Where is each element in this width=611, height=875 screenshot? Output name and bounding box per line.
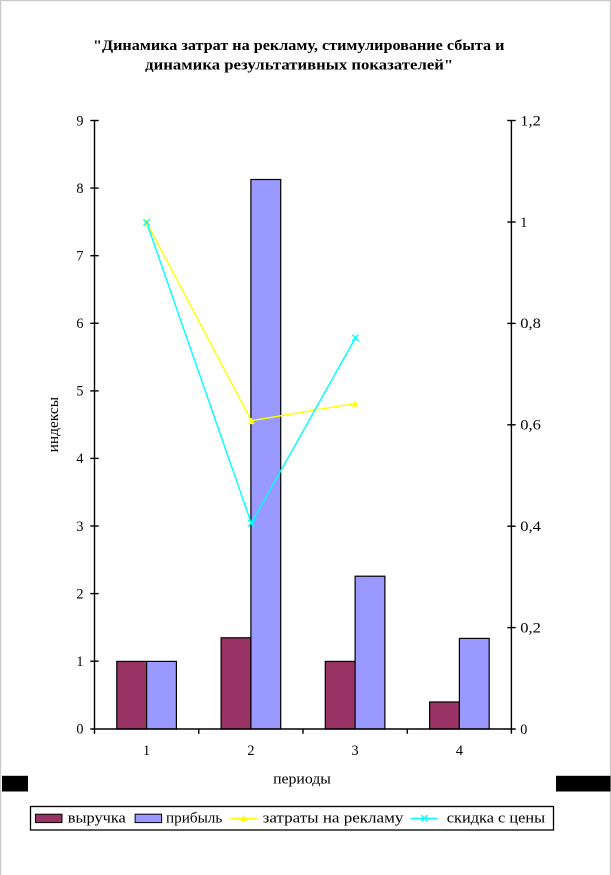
svg-text:8: 8 bbox=[76, 181, 83, 197]
svg-text:0,2: 0,2 bbox=[520, 620, 541, 636]
svg-text:5: 5 bbox=[76, 384, 83, 400]
svg-text:0,8: 0,8 bbox=[520, 316, 541, 332]
svg-text:"Динамика затрат на рекламу, с: "Динамика затрат на рекламу, стимулирова… bbox=[93, 38, 505, 54]
svg-text:0,6: 0,6 bbox=[520, 418, 541, 434]
svg-text:2: 2 bbox=[76, 586, 83, 602]
svg-text:динамика результативных показа: динамика результативных показателей" bbox=[145, 58, 453, 74]
svg-text:2: 2 bbox=[247, 743, 254, 759]
svg-text:выручка: выручка bbox=[68, 811, 127, 827]
svg-text:периоды: периоды bbox=[273, 772, 331, 788]
svg-text:индексы: индексы bbox=[46, 396, 62, 452]
svg-text:0: 0 bbox=[76, 722, 83, 738]
svg-text:затраты на рекламу: затраты на рекламу bbox=[263, 811, 405, 827]
svg-text:3: 3 bbox=[76, 519, 83, 535]
svg-text:1: 1 bbox=[76, 654, 83, 670]
svg-text:1: 1 bbox=[143, 743, 150, 759]
svg-text:1,2: 1,2 bbox=[520, 113, 541, 129]
svg-text:6: 6 bbox=[76, 316, 83, 332]
svg-text:скидка с цены: скидка с цены bbox=[447, 811, 546, 827]
svg-text:4: 4 bbox=[76, 451, 83, 467]
svg-text:0,4: 0,4 bbox=[520, 519, 541, 535]
svg-text:9: 9 bbox=[76, 113, 83, 129]
svg-text:7: 7 bbox=[76, 249, 83, 265]
svg-text:0: 0 bbox=[520, 722, 527, 738]
svg-text:3: 3 bbox=[352, 743, 359, 759]
svg-text:прибыль: прибыль bbox=[166, 811, 223, 827]
svg-text:4: 4 bbox=[456, 743, 463, 759]
svg-text:1: 1 bbox=[520, 215, 527, 231]
